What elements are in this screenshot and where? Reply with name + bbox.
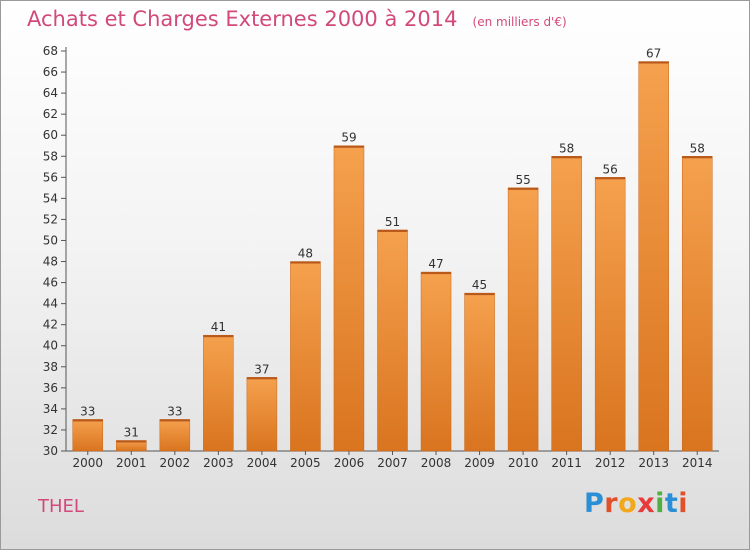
bar	[507, 187, 539, 452]
bar-value-label: 47	[428, 257, 443, 271]
bar	[681, 156, 713, 452]
y-tick-label: 44	[43, 297, 58, 311]
bar-top-edge	[464, 293, 495, 296]
bar-value-label: 33	[167, 404, 182, 418]
y-tick-label: 66	[43, 65, 58, 79]
logo-letter: x	[637, 488, 656, 519]
bar-value-label: 31	[124, 425, 139, 439]
y-tick-label: 62	[43, 107, 58, 121]
y-tick-label: 58	[43, 149, 58, 163]
x-tick-label: 2000	[72, 456, 103, 470]
bar	[420, 271, 452, 452]
bar-value-label: 37	[254, 362, 269, 376]
bar	[246, 377, 278, 452]
bar-value-label: 55	[515, 173, 530, 187]
bar	[551, 156, 582, 452]
x-tick-label: 2012	[595, 456, 626, 470]
y-tick-label: 60	[43, 128, 58, 142]
x-tick-label: 2001	[116, 456, 147, 470]
logo-letter: i	[655, 488, 665, 519]
bar-top-edge	[203, 335, 234, 338]
bar-top-edge	[682, 156, 713, 159]
y-tick-label: 30	[43, 444, 58, 458]
y-tick-label: 68	[43, 44, 58, 58]
bar-top-edge	[595, 177, 626, 180]
y-tick-label: 36	[43, 381, 58, 395]
x-tick-label: 2014	[682, 456, 713, 470]
x-tick-label: 2013	[638, 456, 669, 470]
y-tick-label: 46	[43, 276, 58, 290]
y-tick-label: 32	[43, 423, 58, 437]
bar-top-edge	[508, 187, 539, 190]
bar-value-label: 58	[559, 141, 574, 155]
x-tick-label: 2007	[377, 456, 408, 470]
y-tick-label: 34	[43, 402, 58, 416]
logo-letter: i	[678, 488, 689, 519]
bar-top-edge	[246, 377, 277, 380]
bar-value-label: 33	[80, 404, 95, 418]
bar	[159, 419, 191, 452]
x-tick-label: 2006	[334, 456, 365, 470]
x-tick-label: 2011	[551, 456, 582, 470]
x-tick-label: 2004	[247, 456, 278, 470]
bar-value-label: 67	[646, 47, 661, 61]
commune-name: THEL	[38, 496, 84, 517]
logo-letter: r	[604, 488, 619, 519]
y-tick-label: 54	[43, 191, 58, 205]
bar-value-label: 59	[341, 131, 356, 145]
y-tick-label: 42	[43, 318, 58, 332]
bar-value-label: 58	[690, 141, 705, 155]
bar-top-edge	[159, 419, 190, 422]
bar	[290, 261, 321, 452]
bar-value-label: 56	[603, 162, 618, 176]
logo-letter: P	[584, 488, 605, 519]
x-tick-label: 2010	[508, 456, 539, 470]
bar-top-edge	[116, 440, 147, 443]
y-tick-label: 56	[43, 170, 58, 184]
x-tick-label: 2005	[290, 456, 321, 470]
bar-top-edge	[377, 229, 408, 232]
bar-value-label: 41	[211, 320, 226, 334]
bar	[594, 177, 626, 452]
bar-top-edge	[421, 272, 452, 275]
y-tick-label: 50	[43, 233, 58, 247]
bar	[203, 334, 234, 452]
bar	[72, 419, 104, 452]
bar-top-edge	[290, 261, 321, 264]
x-tick-label: 2002	[160, 456, 191, 470]
y-tick-label: 64	[43, 86, 58, 100]
proxiti-logo: Proxiti	[584, 488, 688, 519]
logo-letter: o	[618, 488, 638, 519]
bar	[377, 229, 408, 452]
bar	[638, 61, 669, 452]
bar-value-label: 51	[385, 215, 400, 229]
bar-top-edge	[551, 156, 582, 159]
y-tick-label: 38	[43, 360, 58, 374]
title-block: Achats et Charges Externes 2000 à 2014 (…	[27, 7, 567, 31]
chart-title: Achats et Charges Externes 2000 à 2014	[27, 7, 458, 31]
y-tick-label: 40	[43, 339, 58, 353]
x-tick-label: 2008	[421, 456, 452, 470]
bar-top-edge	[638, 61, 669, 64]
logo-letter: t	[664, 488, 679, 519]
bar	[333, 145, 365, 452]
bar-value-label: 45	[472, 278, 487, 292]
chart-subtitle: (en milliers d'€)	[472, 15, 567, 29]
y-tick-label: 48	[43, 255, 58, 269]
bar-top-edge	[333, 145, 364, 148]
y-tick-label: 52	[43, 212, 58, 226]
x-tick-label: 2009	[464, 456, 495, 470]
bar	[464, 292, 495, 452]
bar-top-edge	[72, 419, 103, 422]
x-tick-label: 2003	[203, 456, 234, 470]
bar-value-label: 48	[298, 247, 313, 261]
